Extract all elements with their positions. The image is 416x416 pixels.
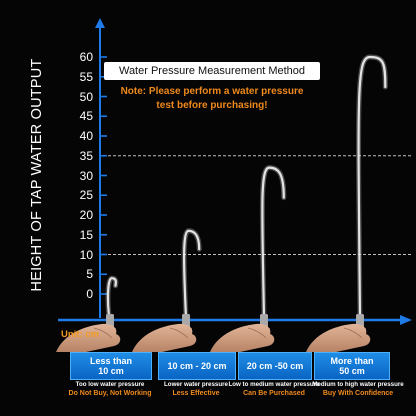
category-box-line-1: 20 cm -50 cm [246, 361, 304, 371]
category-caption-low-medium: Low to medium water pressure Can Be Purc… [228, 380, 320, 398]
axis-tick-label: 15 [79, 227, 93, 242]
water-jet-glow [259, 165, 287, 321]
category-box-more-than-50: More than 50 cm [314, 352, 390, 380]
axis-tick-label: 35 [79, 148, 93, 163]
purchase-note: Note: Please perform a water pressure te… [108, 85, 316, 113]
hand-finger-line [247, 327, 267, 339]
axis-tick-label: 60 [79, 50, 93, 64]
hand [306, 323, 371, 352]
category-caption-medium-high: Medium to high water pressure Buy With C… [306, 380, 410, 398]
water-jet [106, 277, 117, 320]
caption-verdict: Do Not Buy, Not Working [68, 390, 152, 397]
method-title: Water Pressure Measurement Method [104, 62, 320, 80]
category-caption-lower: Lower water pressure Less Effective [156, 380, 236, 398]
water-jets [105, 54, 388, 321]
category-caption-too-low: Too low water pressure Do Not Buy, Not W… [64, 380, 156, 398]
reference-lines [108, 155, 412, 255]
caption-description: Lower water pressure [164, 381, 228, 388]
category-box-line-2: 10 cm [98, 366, 124, 376]
caption-description: Low to medium water pressure [228, 381, 320, 388]
category-box-line-2: 50 cm [339, 366, 365, 376]
axis-tick-label: 5 [86, 267, 93, 282]
note-line-1: Note: Please perform a water pressure [120, 86, 304, 97]
water-jet [357, 55, 387, 320]
hand [132, 323, 197, 352]
caption-description: Medium to high water pressure [312, 381, 404, 388]
water-jet [261, 166, 285, 320]
water-jet [182, 229, 201, 320]
hand-finger-line [93, 327, 113, 339]
hands-and-taps [56, 314, 371, 352]
category-box-less-than-10: Less than 10 cm [70, 352, 152, 380]
hand [56, 323, 121, 352]
baseline-arrow [400, 315, 412, 325]
axis-tick-label: 20 [79, 208, 93, 222]
axis-tick-label: 10 [79, 247, 93, 262]
caption-verdict: Can Be Purchased [243, 390, 305, 397]
height-axis [58, 18, 412, 325]
axis-tick-label: 50 [79, 89, 93, 104]
caption-verdict: Less Effective [172, 390, 220, 397]
note-line-2: test before purchasing! [156, 100, 268, 111]
hand-finger-line [343, 327, 363, 339]
category-box-10-20: 10 cm - 20 cm [158, 352, 236, 380]
caption-verdict: Buy With Confidence [322, 390, 394, 397]
category-box-line-1: Less than [89, 356, 132, 366]
axis-tick-label: 40 [79, 129, 93, 143]
axis-tick-label: 45 [79, 109, 93, 124]
water-jet-glow [356, 54, 388, 321]
unit-label: Unit: cm [61, 329, 99, 340]
axis-tick-label: 0 [86, 287, 93, 301]
category-box-20-50: 20 cm -50 cm [238, 352, 312, 380]
axis-title-text: HEIGHT OF TAP WATER OUTPUT [29, 58, 45, 292]
category-box-line-1: More than [330, 356, 374, 366]
caption-description: Too low water pressure [75, 381, 145, 388]
axis-tick-label: 55 [79, 69, 93, 84]
category-box-line-1: 10 cm - 20 cm [167, 361, 227, 371]
axis-tick-label: 30 [79, 168, 93, 183]
axis-arrow-top [95, 18, 105, 28]
hand [210, 323, 275, 352]
axis-tick-label: 25 [79, 188, 93, 203]
hand-finger-line [169, 327, 189, 339]
